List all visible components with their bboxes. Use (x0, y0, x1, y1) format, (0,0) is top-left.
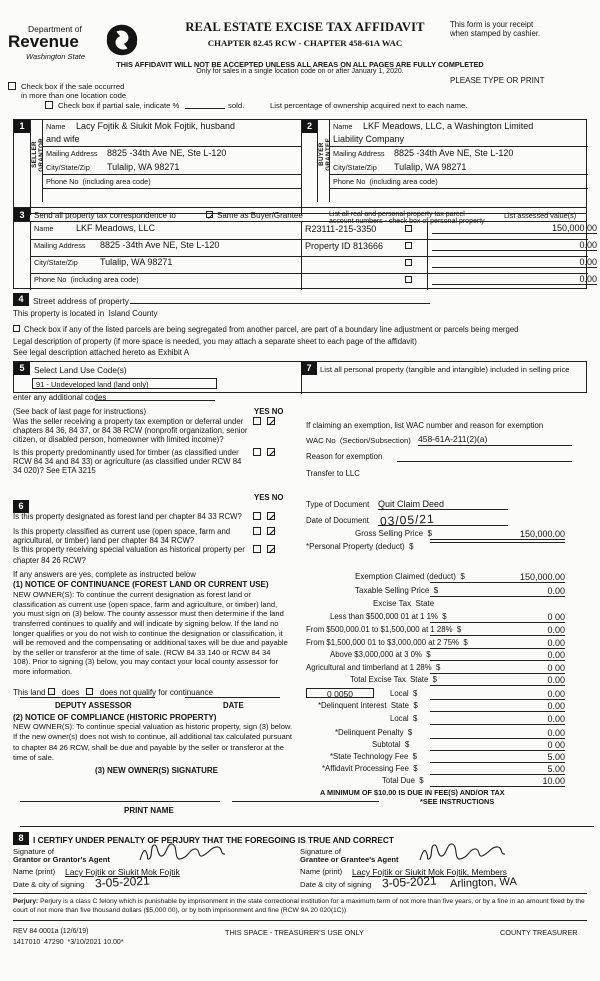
svg-text:Revenue: Revenue (8, 32, 79, 51)
